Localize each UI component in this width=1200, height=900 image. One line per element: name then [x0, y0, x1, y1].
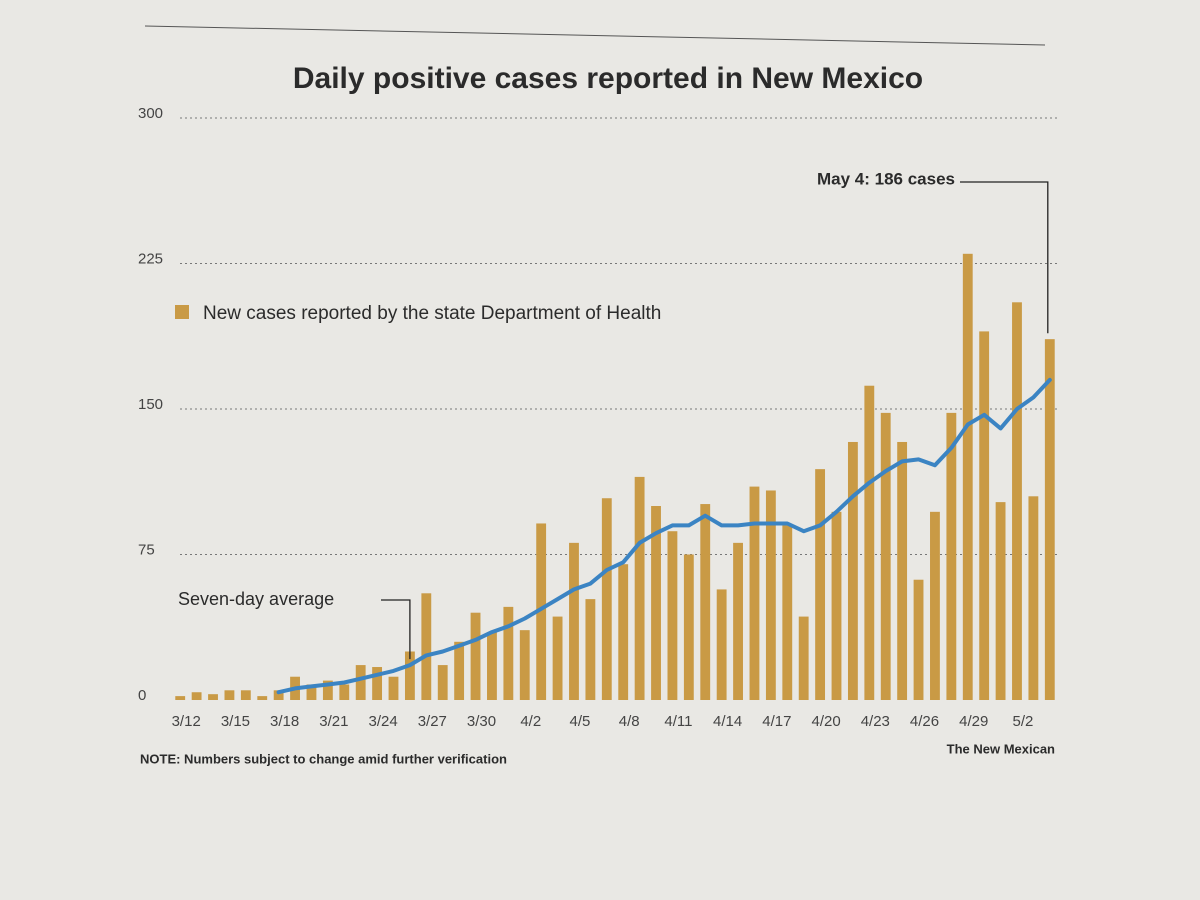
bar — [979, 331, 990, 700]
x-tick-label: 3/21 — [319, 713, 348, 730]
bar — [651, 506, 661, 700]
bar — [634, 476, 645, 700]
note: NOTE: Numbers subject to change amid fur… — [140, 751, 507, 766]
bar — [224, 690, 235, 700]
bar — [601, 498, 612, 700]
y-tick-label: 75 — [138, 541, 155, 558]
bar — [864, 385, 875, 700]
legend-swatch — [175, 305, 189, 319]
x-tick-label: 4/14 — [713, 713, 742, 730]
bar — [240, 690, 251, 700]
y-tick-label: 300 — [138, 105, 163, 122]
y-tick-label: 0 — [138, 687, 146, 704]
bar — [995, 502, 1006, 700]
x-tick-label: 4/2 — [520, 713, 541, 730]
source: The New Mexican — [947, 741, 1055, 756]
bar — [191, 692, 202, 700]
x-tick-label: 5/2 — [1013, 713, 1034, 730]
bar — [208, 694, 218, 700]
x-tick-label: 4/8 — [619, 713, 640, 730]
legend-label: New cases reported by the state Departme… — [203, 303, 661, 324]
bar — [257, 696, 268, 700]
bar — [716, 589, 727, 700]
bar — [273, 690, 284, 700]
top-rule — [144, 25, 1046, 46]
leader — [381, 599, 411, 660]
bar — [306, 684, 317, 700]
bar — [765, 490, 776, 700]
bar — [404, 651, 415, 700]
bar — [503, 606, 514, 700]
bar — [831, 511, 842, 700]
bar — [454, 641, 465, 700]
average-line — [276, 377, 1052, 695]
annotation: May 4: 186 cases — [817, 169, 955, 188]
x-tick-label: 3/24 — [368, 713, 397, 730]
bar — [339, 684, 350, 700]
bar — [930, 511, 940, 700]
bar — [470, 612, 481, 700]
bar — [798, 616, 809, 700]
bar — [897, 441, 908, 700]
bar — [667, 531, 678, 700]
bar — [733, 542, 743, 700]
x-tick-label: 3/12 — [172, 713, 201, 730]
x-tick-label: 3/27 — [418, 713, 447, 730]
line-label: Seven-day average — [178, 589, 334, 609]
leader — [960, 181, 1049, 334]
bar — [322, 680, 333, 700]
bar — [749, 486, 760, 700]
y-tick-label: 150 — [138, 396, 163, 413]
x-tick-label: 3/30 — [467, 713, 496, 730]
bar — [437, 665, 448, 700]
bar — [1028, 496, 1039, 700]
x-tick-label: 4/11 — [664, 713, 692, 730]
x-tick-label: 4/23 — [861, 713, 890, 730]
bar — [847, 441, 858, 700]
bar — [1012, 302, 1022, 700]
bar — [962, 253, 973, 701]
bar — [519, 630, 530, 700]
bar — [1044, 339, 1055, 700]
bar — [880, 412, 891, 700]
bar — [585, 599, 596, 700]
x-tick-label: 4/5 — [570, 713, 591, 730]
bar — [618, 564, 629, 700]
bar — [782, 525, 793, 700]
bar — [552, 616, 563, 700]
bar — [388, 676, 399, 700]
bar — [487, 632, 497, 700]
x-tick-label: 3/15 — [221, 713, 250, 730]
x-tick-label: 4/20 — [811, 713, 840, 730]
bar — [536, 523, 547, 700]
bar — [700, 504, 711, 700]
bar — [683, 554, 694, 700]
bar — [569, 542, 579, 700]
bar — [372, 667, 383, 700]
bar — [815, 469, 826, 700]
x-tick-label: 4/29 — [959, 713, 988, 730]
x-tick-label: 4/17 — [762, 713, 791, 730]
bar — [175, 696, 186, 700]
chart-title: Daily positive cases reported in New Mex… — [293, 62, 923, 95]
bar — [913, 579, 924, 700]
x-tick-label: 3/18 — [270, 713, 299, 730]
x-tick-label: 4/26 — [910, 713, 939, 730]
bar — [421, 593, 432, 700]
bar — [355, 665, 366, 700]
bar — [946, 412, 957, 700]
y-tick-label: 225 — [138, 250, 163, 267]
